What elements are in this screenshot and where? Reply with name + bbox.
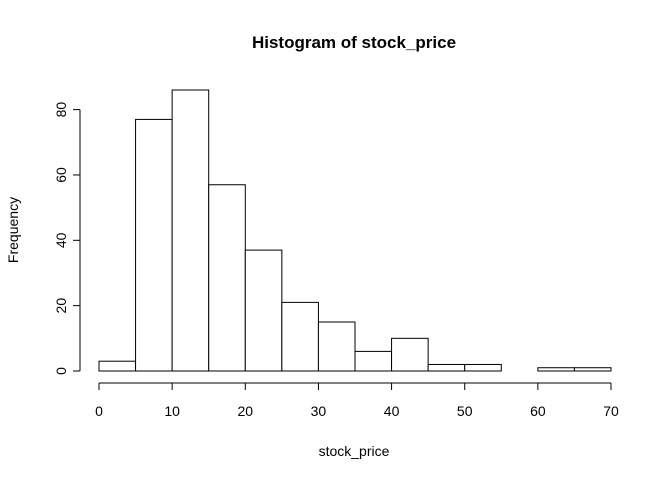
y-tick-label-0: 0 [53,367,69,375]
y-tick-label-2: 40 [53,232,69,248]
x-tick-label-7: 70 [603,403,619,419]
chart-title: Histogram of stock_price [252,33,456,52]
histogram-bar-5 [281,301,319,372]
histogram-bar-2 [171,89,210,372]
y-axis: 0 20 40 60 80 [53,102,81,375]
histogram-bar-9 [427,363,466,372]
y-axis-title: Frequency [5,197,21,263]
histogram-bar-3 [208,184,246,372]
histogram-bar-13 [573,367,612,372]
x-axis: 0 10 20 30 40 50 60 70 [95,382,619,419]
x-tick-label-6: 60 [530,403,546,419]
x-tick-label-5: 50 [457,403,473,419]
bars-group [98,89,612,372]
histogram-bar-0 [98,360,137,372]
y-tick-label-3: 60 [53,167,69,183]
x-tick-label-4: 40 [384,403,400,419]
y-tick-label-4: 80 [53,102,69,118]
x-tick-label-3: 30 [311,403,327,419]
histogram-bar-4 [244,249,283,372]
x-tick-label-2: 20 [237,403,253,419]
histogram-bar-6 [317,321,356,372]
histogram-bar-10 [464,363,502,372]
x-axis-title: stock_price [319,443,390,459]
x-tick-label-0: 0 [95,403,103,419]
histogram-bar-8 [391,337,429,372]
histogram-bar-1 [135,118,173,372]
x-tick-label-1: 10 [164,403,180,419]
histogram-bar-7 [354,350,393,372]
y-tick-label-1: 20 [53,298,69,314]
histogram-bar-12 [537,367,575,372]
